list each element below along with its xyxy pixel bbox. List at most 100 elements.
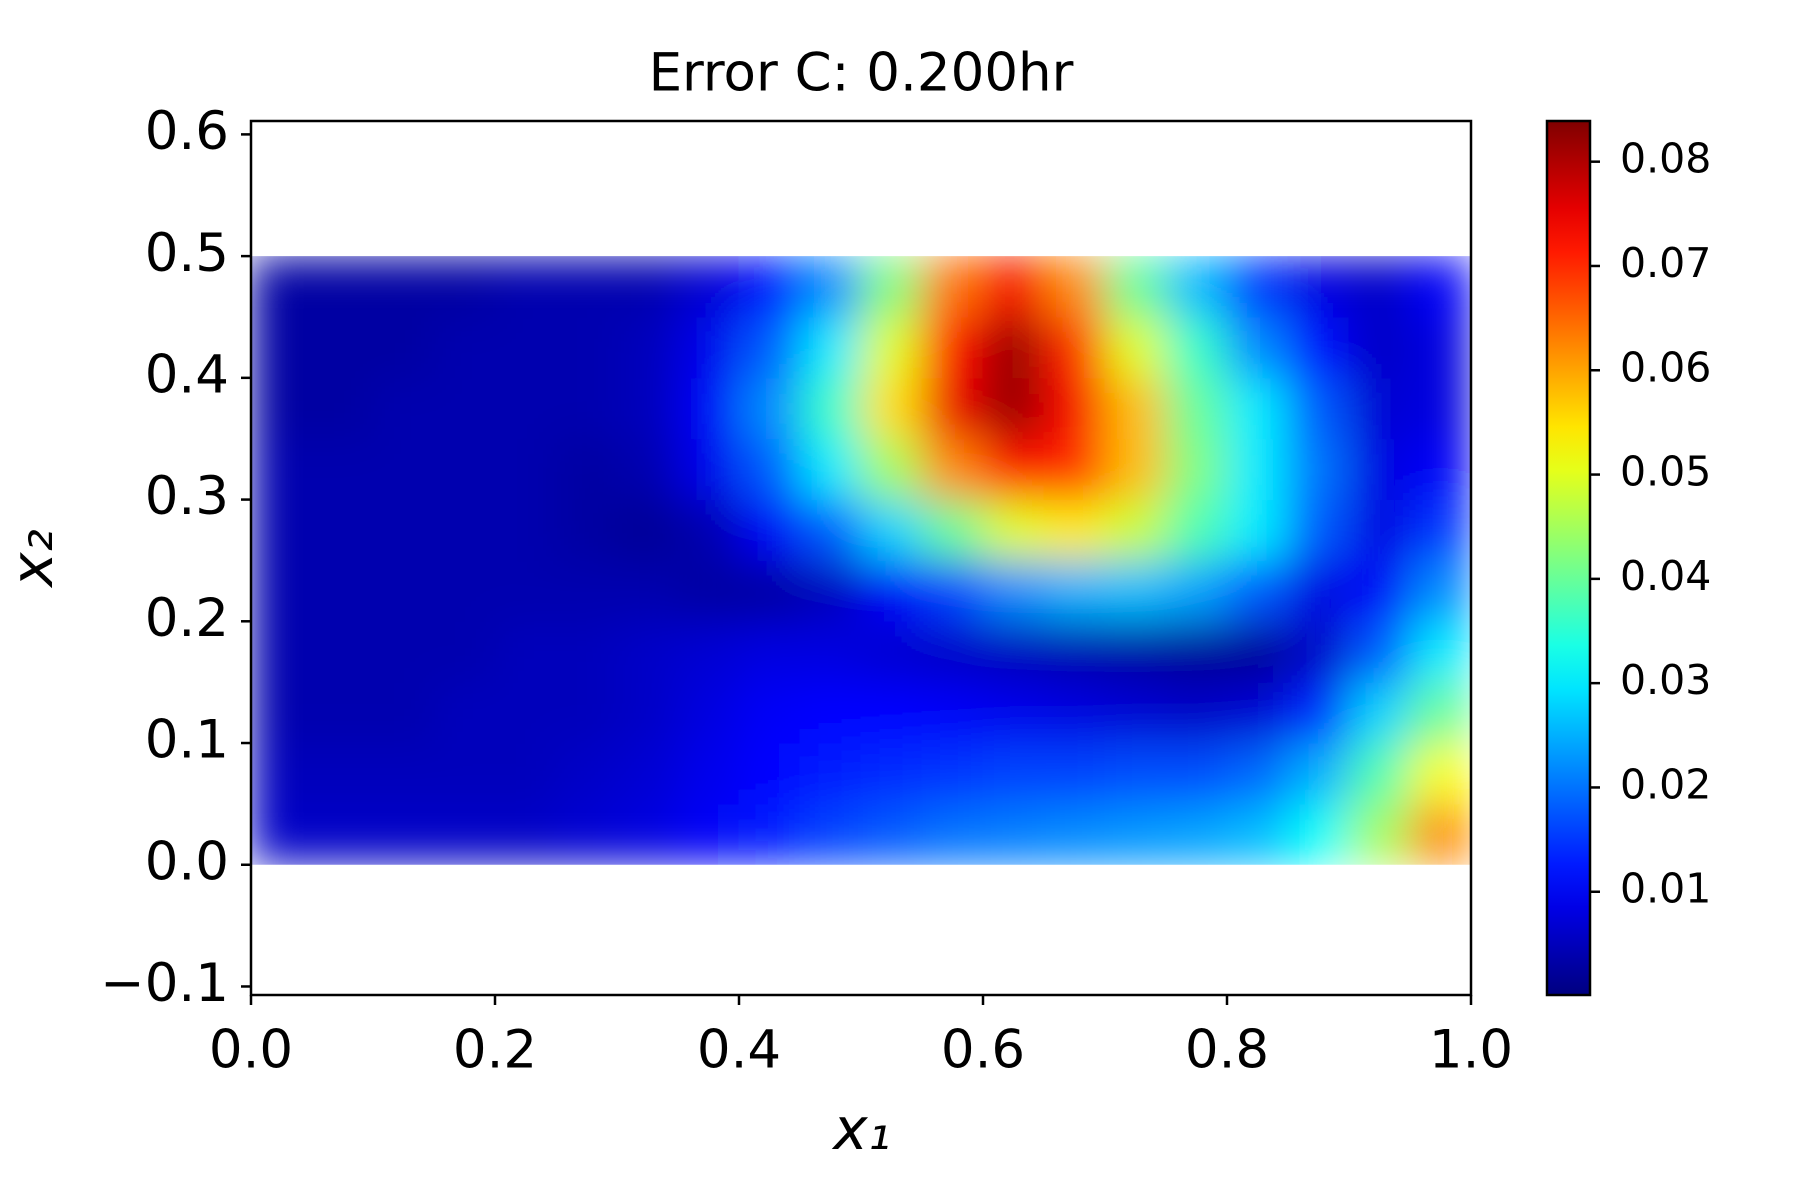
plot-frame [249, 119, 1473, 997]
heatmap-cell [1104, 438, 1167, 501]
heatmap-cell [799, 377, 862, 440]
heatmap-cell [1165, 620, 1228, 683]
heatmap-cell [1226, 377, 1289, 440]
y-tick-label: 0.5 [145, 223, 229, 284]
heatmap-cell [738, 742, 801, 805]
heatmap-cell [1226, 681, 1289, 744]
heatmap-cell [433, 681, 496, 744]
heatmap-cell [860, 559, 923, 622]
heatmap-cell [311, 256, 374, 318]
colorbar-tick-label: 0.03 [1620, 656, 1711, 704]
heatmap-cell [1348, 377, 1411, 440]
heatmap-cell [799, 256, 862, 318]
heatmap-cell [921, 681, 984, 744]
heatmap-cell [1104, 377, 1167, 440]
heatmap-cell [1409, 377, 1471, 440]
heatmap-cell [251, 256, 313, 318]
heatmap-cell [433, 499, 496, 561]
heatmap-cell [372, 256, 435, 318]
heatmap-cell [555, 377, 618, 440]
heatmap-cell [799, 681, 862, 744]
heatmap-cell [982, 620, 1045, 683]
x-tick-label: 0.6 [941, 1020, 1025, 1081]
heatmap-cell [921, 620, 984, 683]
heatmap-cell [1287, 499, 1350, 561]
heatmap-cell [982, 742, 1045, 805]
heatmap-cell [799, 803, 862, 865]
y-tick-label: 0.4 [145, 344, 229, 405]
heatmap-cell [1226, 559, 1289, 622]
heatmap-cell [494, 438, 557, 501]
x-tick-label: 1.0 [1429, 1020, 1513, 1081]
heatmap-cell [1409, 316, 1471, 379]
heatmap-cell [860, 438, 923, 501]
heatmap-cell [372, 377, 435, 440]
heatmap-cell [738, 316, 801, 379]
colorbar-tick-label: 0.04 [1620, 552, 1711, 600]
heatmap-cell [1104, 742, 1167, 805]
heatmap-cell [799, 316, 862, 379]
heatmap-cell [494, 742, 557, 805]
heatmap-cell [860, 256, 923, 318]
heatmap-cell [311, 438, 374, 501]
heatmap-cell [677, 559, 740, 622]
heatmap-cell [1348, 316, 1411, 379]
heatmap-cell [1043, 377, 1106, 440]
colorbar-tick-label: 0.05 [1620, 448, 1711, 496]
heatmap-cell [311, 681, 374, 744]
x-tick-label: 0.0 [209, 1020, 293, 1081]
heatmap-cell [1287, 256, 1350, 318]
heatmap-cell [616, 499, 679, 561]
heatmap-cell [677, 256, 740, 318]
heatmap-cell [494, 681, 557, 744]
heatmap-cell [677, 316, 740, 379]
heatmap-cell [738, 499, 801, 561]
heatmap-cell [1104, 256, 1167, 318]
heatmap-cell [921, 377, 984, 440]
y-tick-label: 0.1 [145, 710, 229, 771]
heatmap-cell [1226, 620, 1289, 683]
x-tick-label: 0.8 [1185, 1020, 1269, 1081]
heatmap-cell [1043, 742, 1106, 805]
colorbar-tick-label: 0.01 [1620, 865, 1711, 913]
heatmap-cell [982, 681, 1045, 744]
heatmap-cell [1104, 499, 1167, 561]
heatmap-cell [251, 499, 313, 561]
heatmap-cell [1104, 681, 1167, 744]
y-tick-label: 0.6 [145, 101, 229, 162]
heatmap-cell [1287, 803, 1350, 865]
heatmap-cell [1104, 559, 1167, 622]
heatmap-cell [799, 620, 862, 683]
heatmap-cell [1165, 438, 1228, 501]
heatmap-cell [982, 559, 1045, 622]
heatmap-cell [921, 559, 984, 622]
heatmap-cell [494, 256, 557, 318]
heatmap-cell [311, 620, 374, 683]
heatmap-cell [1226, 742, 1289, 805]
heatmap-cell [433, 559, 496, 622]
heatmap-cell [433, 803, 496, 865]
heatmap-cell [860, 742, 923, 805]
heatmap-cell [921, 499, 984, 561]
heatmap-cell [738, 438, 801, 501]
heatmap-cell [1043, 438, 1106, 501]
heatmap-cell [1043, 620, 1106, 683]
heatmap-cell [677, 438, 740, 501]
heatmap-cell [494, 620, 557, 683]
heatmap-cell [1104, 803, 1167, 865]
heatmap-cell [1348, 681, 1411, 744]
heatmap-cell [1165, 316, 1228, 379]
heatmap-cell [738, 256, 801, 318]
colorbar-tick-label: 0.08 [1620, 135, 1711, 183]
heatmap-cell [1165, 377, 1228, 440]
heatmap-cell [616, 803, 679, 865]
heatmap-cells [251, 256, 1471, 865]
heatmap-cell [1287, 316, 1350, 379]
heatmap-cell [1409, 438, 1471, 501]
heatmap-cell [860, 377, 923, 440]
heatmap-cell [1348, 620, 1411, 683]
heatmap-cell [311, 559, 374, 622]
heatmap-cell [1409, 803, 1471, 865]
heatmap-cell [555, 803, 618, 865]
